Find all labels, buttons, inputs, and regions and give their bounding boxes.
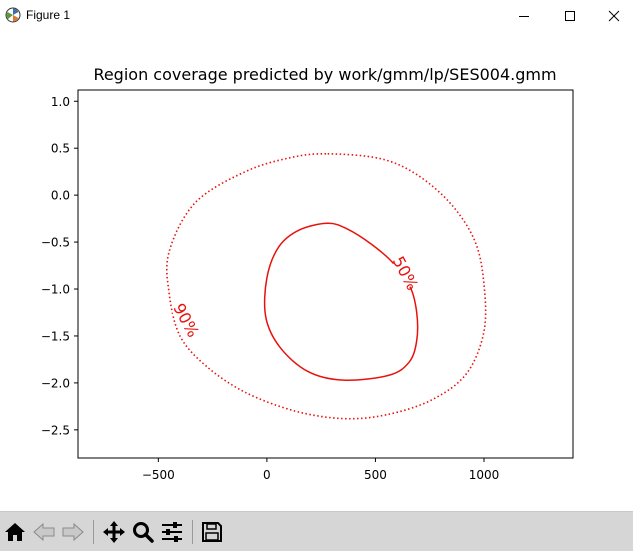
minimize-button[interactable] [501,0,547,31]
contour-line-50pct [263,222,419,381]
home-icon [4,522,25,541]
arrow-left-icon [32,522,54,541]
configure-subplots-button[interactable] [158,518,185,545]
y-tick-label: 1.0 [51,95,70,109]
contour-lines: 50%90% [165,152,487,420]
navigation-toolbar [0,511,633,551]
x-tick-label: 1000 [469,468,500,482]
pan-button[interactable] [100,518,127,545]
y-tick-label: −2.5 [41,423,70,437]
contour-label-bg [172,303,202,337]
y-tick-label: −2.0 [41,376,70,390]
magnifier-icon [132,521,154,543]
y-tick-label: 0.0 [51,189,70,203]
chart-title: Region coverage predicted by work/gmm/lp… [93,65,556,84]
contour-label-bg [391,256,421,290]
contour-line-90pct [165,152,487,420]
close-button[interactable] [591,0,633,31]
close-icon [608,10,620,21]
axes-frame [77,89,574,459]
toolbar-separator [93,520,94,544]
matplotlib-icon [5,7,21,23]
contour-plot: Region coverage predicted by work/gmm/lp… [41,65,574,482]
window-title: Figure 1 [26,8,71,22]
save-button[interactable] [198,518,225,545]
figure-canvas[interactable]: Region coverage predicted by work/gmm/lp… [0,31,633,511]
zoom-button[interactable] [129,518,156,545]
move-icon [102,520,125,543]
minimize-icon [519,15,529,17]
y-tick-label: 0.5 [51,142,70,156]
y-tick-label: −1.5 [41,329,70,343]
sliders-icon [161,521,182,542]
x-tick-label: 500 [364,468,387,482]
axis-ticks: −500 0 500 1000 1.0 0.5 0.0 −0.5 −1.0 −1.5 −2.0 −2.… [41,95,499,482]
title-bar: Figure 1 [0,0,633,31]
forward-button[interactable] [59,518,86,545]
arrow-right-icon [62,522,84,541]
x-tick-label: −500 [142,468,175,482]
x-tick-label: 0 [263,468,271,482]
floppy-disk-icon [201,521,222,542]
home-button[interactable] [1,518,28,545]
y-tick-label: −1.0 [41,283,70,297]
maximize-icon [565,10,575,21]
contour-label: 50% [389,253,422,293]
maximize-button[interactable] [547,0,593,31]
y-tick-label: −0.5 [41,236,70,250]
toolbar-separator [192,520,193,544]
back-button[interactable] [30,518,57,545]
